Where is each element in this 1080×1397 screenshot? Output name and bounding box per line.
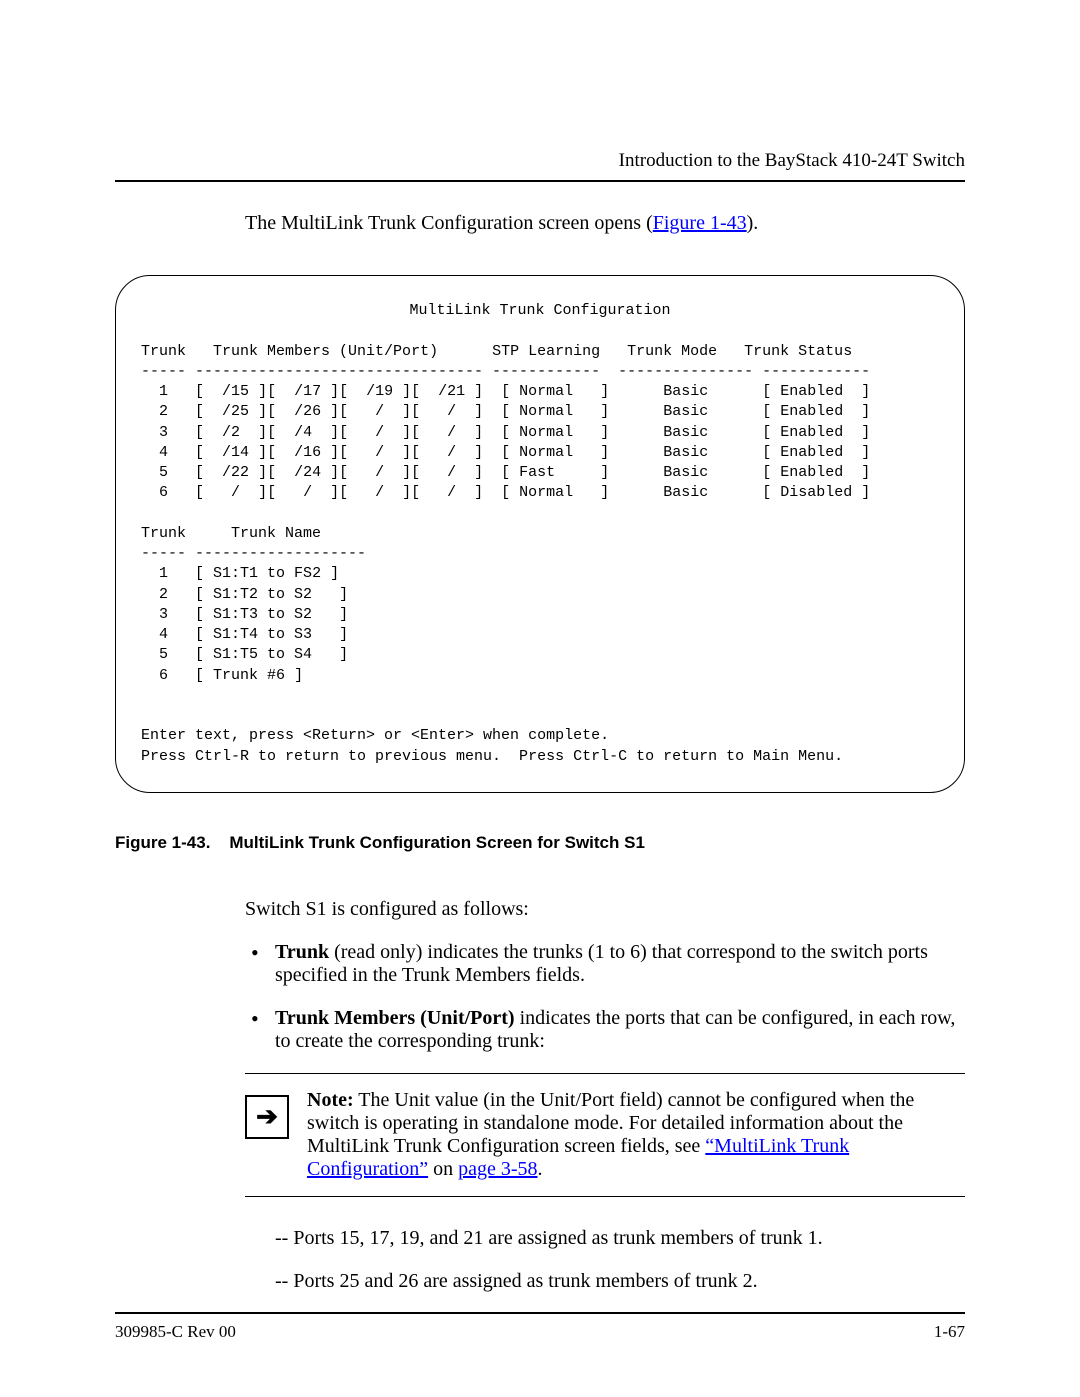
figure-link[interactable]: Figure 1-43 (653, 212, 747, 234)
note-mid: on (428, 1158, 458, 1180)
intro-prefix: The MultiLink Trunk Configuration screen… (245, 212, 653, 234)
trunk-name-5: 5 [ S1:T5 to S4 ] (141, 646, 348, 663)
terminal-footer-2: Press Ctrl-R to return to previous menu.… (141, 748, 843, 765)
trunk-name-4: 4 [ S1:T4 to S3 ] (141, 626, 348, 643)
bullet-list: Trunk (read only) indicates the trunks (… (245, 941, 965, 1053)
intro-suffix: ). (747, 212, 759, 234)
page-footer: 309985-C Rev 00 1-67 (115, 1312, 965, 1342)
bullet-members: Trunk Members (Unit/Port) indicates the … (245, 1007, 965, 1053)
trunk-row-6: 6 [ / ][ / ][ / ][ / ] [ Normal ] Basic … (141, 484, 870, 501)
note-label: Note: (307, 1089, 354, 1111)
post-note-2: -- Ports 25 and 26 are assigned as trunk… (275, 1270, 965, 1293)
bullet-trunk-label: Trunk (275, 941, 329, 963)
terminal-footer-1: Enter text, press <Return> or <Enter> wh… (141, 727, 609, 744)
terminal-names-header: Trunk Trunk Name (141, 525, 321, 542)
footer-doc-id: 309985-C Rev 00 (115, 1322, 236, 1342)
trunk-row-2: 2 [ /25 ][ /26 ][ / ][ / ] [ Normal ] Ba… (141, 403, 870, 420)
note-block: ➔ Note: The Unit value (in the Unit/Port… (245, 1073, 965, 1197)
figure-caption: Figure 1-43. MultiLink Trunk Configurati… (115, 833, 965, 853)
trunk-name-6: 6 [ Trunk #6 ] (141, 667, 303, 684)
footer-page-number: 1-67 (934, 1322, 965, 1342)
caption-fig-number: Figure 1-43. (115, 833, 210, 852)
post-note-1: -- Ports 15, 17, 19, and 21 are assigned… (275, 1227, 965, 1250)
trunk-row-1: 1 [ /15 ][ /17 ][ /19 ][ /21 ] [ Normal … (141, 383, 870, 400)
trunk-row-5: 5 [ /22 ][ /24 ][ / ][ / ] [ Fast ] Basi… (141, 464, 870, 481)
trunk-row-4: 4 [ /14 ][ /16 ][ / ][ / ] [ Normal ] Ba… (141, 444, 870, 461)
trunk-name-1: 1 [ S1:T1 to FS2 ] (141, 565, 339, 582)
note-arrow-icon: ➔ (245, 1095, 289, 1139)
body-intro: Switch S1 is configured as follows: (245, 898, 965, 921)
terminal-screen: MultiLink Trunk Configuration Trunk Trun… (115, 275, 965, 793)
note-end: . (538, 1158, 543, 1180)
note-rule-bottom (245, 1196, 965, 1197)
header-title: Introduction to the BayStack 410-24T Swi… (115, 150, 965, 172)
bullet-trunk-text: (read only) indicates the trunks (1 to 6… (275, 941, 928, 986)
terminal-header-row: Trunk Trunk Members (Unit/Port) STP Lear… (141, 343, 852, 360)
terminal-title: MultiLink Trunk Configuration (141, 301, 939, 321)
note-link-page[interactable]: page 3-58 (458, 1158, 537, 1180)
caption-text: MultiLink Trunk Configuration Screen for… (229, 833, 645, 852)
trunk-row-3: 3 [ /2 ][ /4 ][ / ][ / ] [ Normal ] Basi… (141, 424, 870, 441)
trunk-name-3: 3 [ S1:T3 to S2 ] (141, 606, 348, 623)
header-rule (115, 180, 965, 182)
footer-rule (115, 1312, 965, 1314)
bullet-members-label: Trunk Members (Unit/Port) (275, 1007, 515, 1029)
trunk-name-2: 2 [ S1:T2 to S2 ] (141, 586, 348, 603)
note-text: Note: The Unit value (in the Unit/Port f… (307, 1089, 965, 1181)
bullet-trunk: Trunk (read only) indicates the trunks (… (245, 941, 965, 987)
intro-paragraph: The MultiLink Trunk Configuration screen… (245, 212, 965, 235)
